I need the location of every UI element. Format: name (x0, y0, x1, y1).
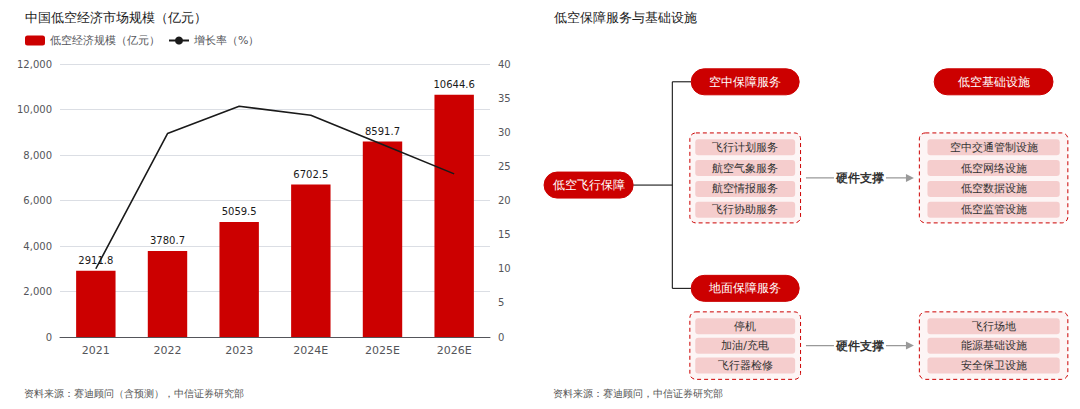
svg-text:地面保障服务: 地面保障服务 (708, 281, 781, 295)
svg-text:4,000: 4,000 (23, 241, 52, 252)
svg-text:8,000: 8,000 (23, 150, 52, 161)
svg-text:8591.7: 8591.7 (365, 126, 400, 137)
svg-text:2,000: 2,000 (23, 286, 52, 297)
svg-text:飞行器检修: 飞行器检修 (718, 359, 773, 372)
svg-text:加油/充电: 加油/充电 (721, 339, 769, 352)
svg-text:10644.6: 10644.6 (433, 79, 474, 90)
svg-text:2022: 2022 (154, 344, 182, 357)
svg-text:2026E: 2026E (437, 344, 472, 357)
svg-text:低空基础设施: 低空基础设施 (958, 75, 1030, 89)
svg-text:航空情报服务: 航空情报服务 (712, 182, 778, 195)
svg-text:3780.7: 3780.7 (150, 235, 185, 246)
svg-text:低空保障服务与基础设施: 低空保障服务与基础设施 (554, 10, 697, 25)
svg-text:30: 30 (498, 127, 511, 138)
svg-text:安全保卫设施: 安全保卫设施 (961, 359, 1027, 372)
svg-text:能源基础设施: 能源基础设施 (961, 339, 1027, 352)
svg-text:2025E: 2025E (365, 344, 400, 357)
svg-text:航空气象服务: 航空气象服务 (712, 162, 778, 175)
svg-text:25: 25 (498, 161, 511, 172)
svg-text:2911.8: 2911.8 (78, 255, 113, 266)
svg-text:低空数据设施: 低空数据设施 (961, 182, 1027, 195)
svg-text:停机: 停机 (734, 320, 756, 333)
svg-text:6702.5: 6702.5 (293, 169, 328, 180)
svg-text:35: 35 (498, 93, 511, 104)
svg-text:资料来源：赛迪顾问（含预测），中信证券研究部: 资料来源：赛迪顾问（含预测），中信证券研究部 (24, 388, 244, 399)
svg-text:资料来源：赛迪顾问，中信证券研究部: 资料来源：赛迪顾问，中信证券研究部 (553, 388, 723, 399)
svg-text:5059.5: 5059.5 (222, 206, 257, 217)
svg-text:增长率（%）: 增长率（%） (193, 34, 259, 47)
svg-text:硬件支撑: 硬件支撑 (835, 171, 884, 185)
svg-text:5: 5 (498, 297, 504, 308)
svg-text:低空监管设施: 低空监管设施 (961, 203, 1027, 216)
svg-text:空中交通管制设施: 空中交通管制设施 (950, 141, 1038, 154)
svg-text:低空网络设施: 低空网络设施 (961, 162, 1027, 175)
svg-text:2021: 2021 (82, 344, 110, 357)
svg-text:15: 15 (498, 229, 511, 240)
svg-text:飞行协助服务: 飞行协助服务 (712, 203, 778, 216)
svg-text:10,000: 10,000 (17, 104, 52, 115)
svg-text:2023: 2023 (225, 344, 253, 357)
svg-text:0: 0 (498, 332, 504, 343)
svg-text:6,000: 6,000 (23, 195, 52, 206)
svg-text:低空经济规模（亿元）: 低空经济规模（亿元） (50, 34, 160, 47)
svg-text:飞行场地: 飞行场地 (972, 320, 1016, 333)
svg-text:12,000: 12,000 (17, 59, 52, 70)
svg-text:飞行计划服务: 飞行计划服务 (712, 141, 778, 154)
svg-text:硬件支撑: 硬件支撑 (835, 339, 884, 353)
svg-text:2024E: 2024E (293, 344, 328, 357)
svg-text:低空飞行保障: 低空飞行保障 (553, 178, 625, 192)
svg-text:0: 0 (46, 332, 52, 343)
svg-text:20: 20 (498, 195, 511, 206)
svg-text:中国低空经济市场规模（亿元）: 中国低空经济市场规模（亿元） (25, 10, 207, 25)
svg-text:40: 40 (498, 59, 511, 70)
svg-text:空中保障服务: 空中保障服务 (709, 75, 781, 89)
svg-text:10: 10 (498, 263, 511, 274)
